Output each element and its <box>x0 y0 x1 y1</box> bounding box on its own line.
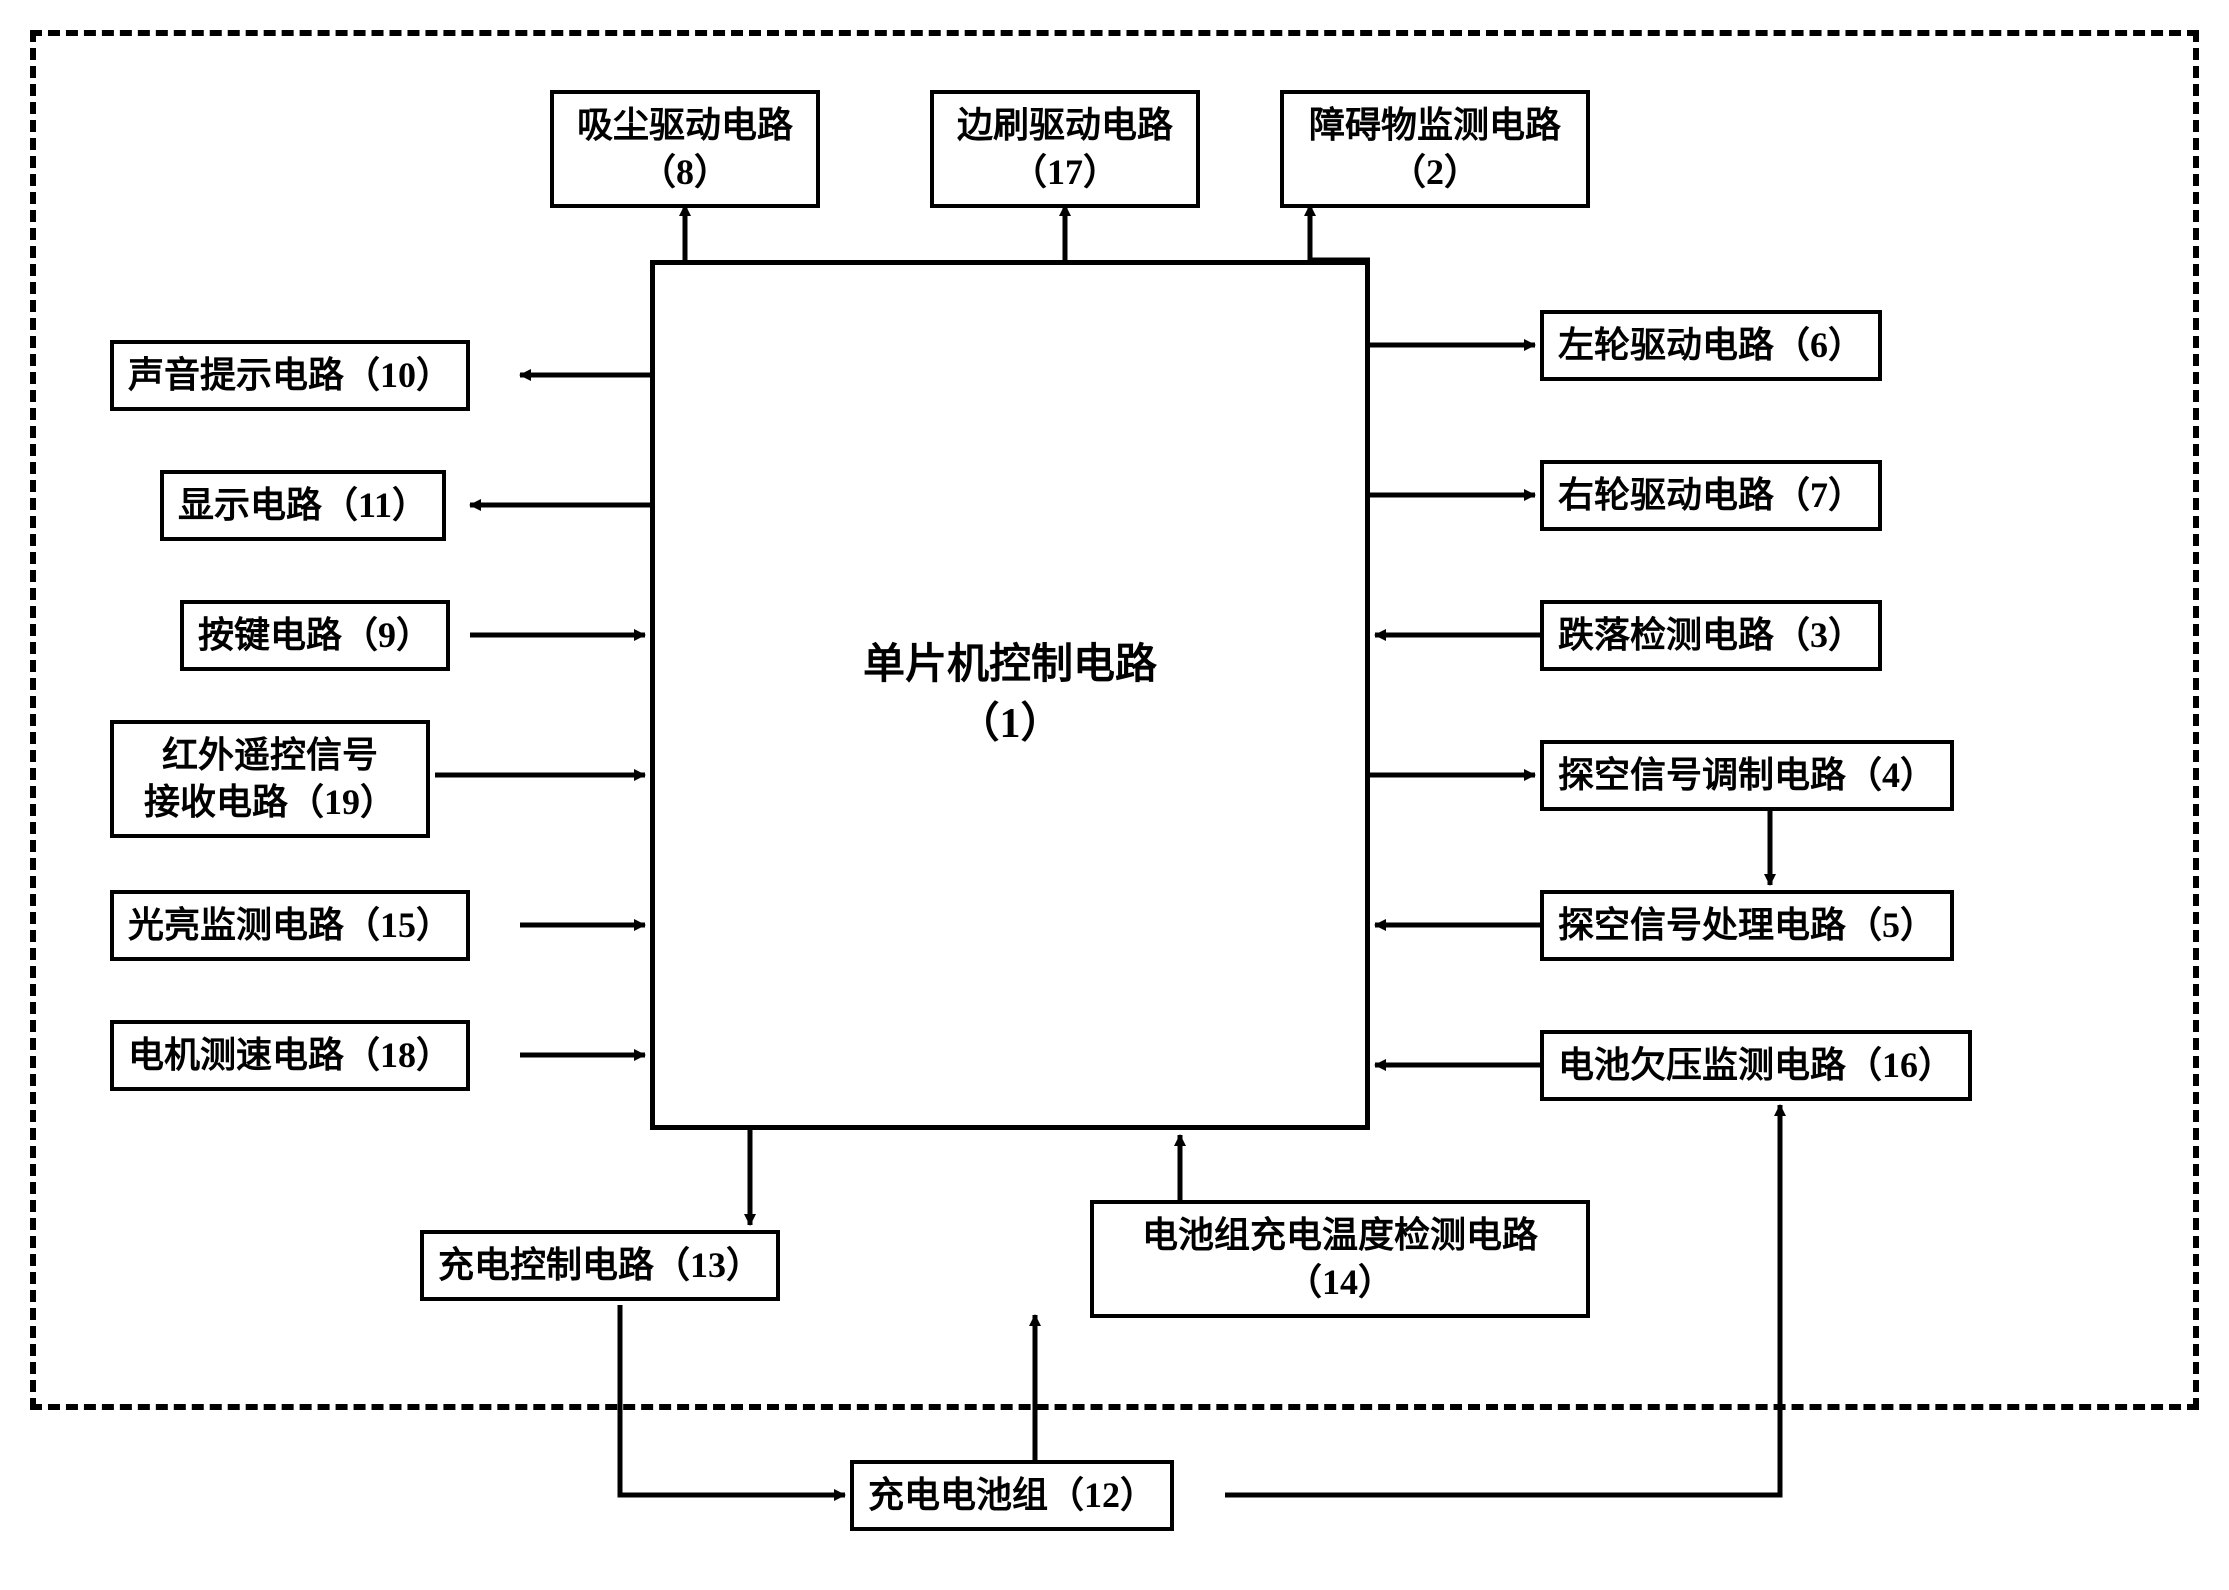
button-circuit: 按键电路（9） <box>180 600 450 671</box>
battery-charge-temp-circuit: 电池组充电温度检测电路 （14） <box>1090 1200 1590 1318</box>
obstacle-detect-circuit: 障碍物监测电路 （2） <box>1280 90 1590 208</box>
battery-undervoltage-circuit: 电池欠压监测电路（16） <box>1540 1030 1972 1101</box>
display-circuit: 显示电路（11） <box>160 470 446 541</box>
right-wheel-drive-circuit: 右轮驱动电路（7） <box>1540 460 1882 531</box>
brightness-monitor-circuit: 光亮监测电路（15） <box>110 890 470 961</box>
charge-control-circuit: 充电控制电路（13） <box>420 1230 780 1301</box>
motor-speed-circuit: 电机测速电路（18） <box>110 1020 470 1091</box>
left-wheel-drive-circuit: 左轮驱动电路（6） <box>1540 310 1882 381</box>
center-label-2: （1） <box>957 695 1062 754</box>
center-label-1: 单片机控制电路 <box>863 636 1157 695</box>
battery-pack: 充电电池组（12） <box>850 1460 1174 1531</box>
side-brush-drive-circuit: 边刷驱动电路 （17） <box>930 90 1200 208</box>
probe-signal-process-circuit: 探空信号处理电路（5） <box>1540 890 1954 961</box>
diagram-container: 单片机控制电路 （1） 吸尘驱动电路 （8） 边刷驱动电路 （17） 障碍物监测… <box>30 30 2199 1430</box>
ir-remote-receive-circuit: 红外遥控信号 接收电路（19） <box>110 720 430 838</box>
mcu-control-circuit: 单片机控制电路 （1） <box>650 260 1370 1130</box>
probe-signal-modulate-circuit: 探空信号调制电路（4） <box>1540 740 1954 811</box>
fall-detect-circuit: 跌落检测电路（3） <box>1540 600 1882 671</box>
sound-prompt-circuit: 声音提示电路（10） <box>110 340 470 411</box>
vacuum-drive-circuit: 吸尘驱动电路 （8） <box>550 90 820 208</box>
